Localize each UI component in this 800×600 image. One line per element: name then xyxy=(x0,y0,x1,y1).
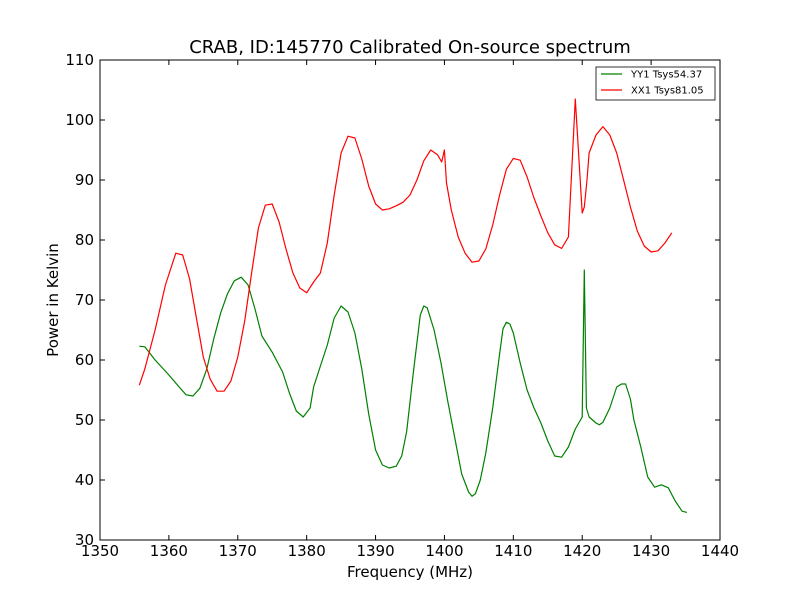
legend-label-yy1: YY1 Tsys54.37 xyxy=(630,70,702,81)
x-tick-label: 1410 xyxy=(494,542,532,560)
y-tick-label: 60 xyxy=(75,351,94,369)
y-tick-label: 100 xyxy=(65,111,94,129)
x-tick-label: 1390 xyxy=(356,542,394,560)
plot-frame xyxy=(99,59,721,541)
legend-label-xx1: XX1 Tsys81.05 xyxy=(631,86,704,97)
y-tick-label: 90 xyxy=(75,171,94,189)
chart-title: CRAB, ID:145770 Calibrated On-source spe… xyxy=(189,37,631,58)
y-tick-label: 110 xyxy=(65,51,94,69)
series-line-xx1 xyxy=(138,98,673,392)
tick-layer: 1350 1360 1370 1380 1390 1400 1410 1420 1430 1440… xyxy=(65,51,739,560)
y-tick-label: 40 xyxy=(75,471,94,489)
y-axis-label: Power in Kelvin xyxy=(44,243,62,357)
x-tick-label: 1420 xyxy=(563,542,601,560)
y-tick-label: 30 xyxy=(75,531,94,549)
series-layer xyxy=(138,98,688,513)
legend: YY1 Tsys54.37 XX1 Tsys81.05 xyxy=(595,66,716,101)
y-tick-label: 70 xyxy=(75,291,94,309)
x-tick-label: 1440 xyxy=(701,542,739,560)
legend-box xyxy=(595,66,716,101)
x-axis-label: Frequency (MHz) xyxy=(347,563,473,581)
y-tick-label: 50 xyxy=(75,411,94,429)
x-tick-label: 1400 xyxy=(425,542,463,560)
x-tick-label: 1430 xyxy=(632,542,670,560)
y-tick-label: 80 xyxy=(75,231,94,249)
x-tick-label: 1370 xyxy=(219,542,257,560)
series-line-yy1 xyxy=(139,269,688,513)
x-tick-label: 1350 xyxy=(81,542,119,560)
plot-background xyxy=(100,60,720,540)
x-tick-label: 1380 xyxy=(288,542,326,560)
plot-area: 1350 1360 1370 1380 1390 1400 1410 1420 1430 1440… xyxy=(65,51,739,560)
x-tick-label: 1360 xyxy=(150,542,188,560)
